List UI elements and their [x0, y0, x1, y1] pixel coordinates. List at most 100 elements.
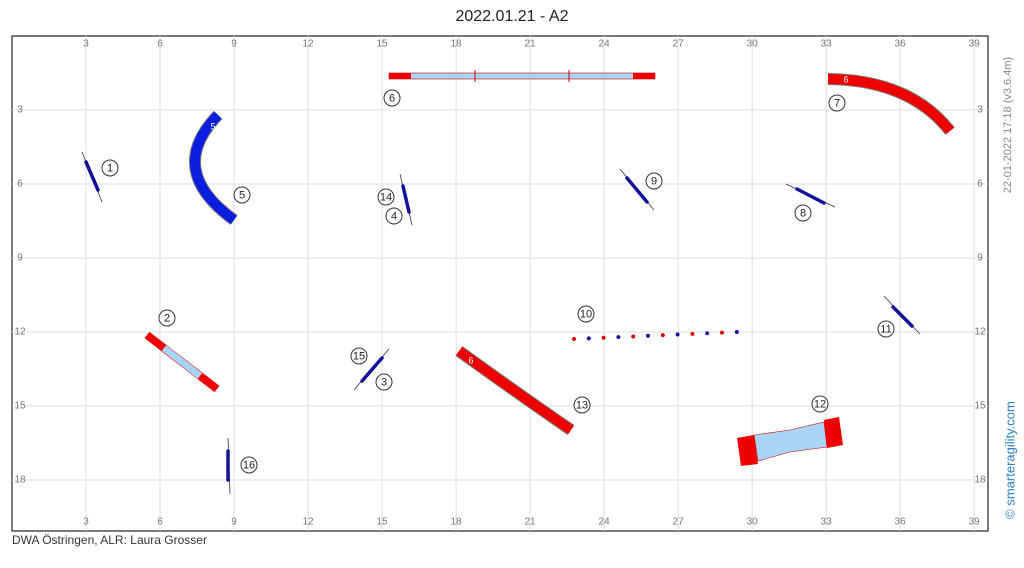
y-tick-label: 9	[17, 253, 23, 264]
obstacle-number: 5	[239, 189, 245, 201]
number-circle	[828, 94, 846, 112]
obstacle-number: 11	[880, 323, 891, 335]
obstacle-number: 2	[164, 312, 170, 324]
obstacle-number: 15	[353, 350, 365, 362]
number-circle	[350, 347, 368, 365]
dogwalk-end	[633, 73, 655, 79]
weave-pole	[720, 330, 724, 335]
x-tick-label: 15	[376, 517, 388, 528]
tunnel	[456, 346, 574, 435]
x-tick-label: 3	[83, 39, 89, 50]
x-tick-label: 33	[821, 39, 833, 50]
y-tick-label: 15	[14, 401, 26, 412]
number-circle	[383, 89, 401, 107]
y-tick-label: 15	[974, 401, 986, 412]
field-border	[11, 35, 989, 532]
grid: 3366991212151518182121242427273030333336…	[12, 36, 988, 531]
y-tick-label: 9	[977, 253, 983, 264]
y-tick-label: 12	[14, 327, 26, 338]
jump-bar	[84, 160, 100, 192]
dogwalk	[388, 72, 656, 80]
obstacles: 5 6 6	[81, 70, 955, 495]
x-tick-label: 27	[673, 39, 685, 50]
jump-bar	[401, 184, 411, 214]
table-end	[824, 417, 843, 448]
x-tick-label: 24	[599, 517, 611, 528]
footer: DWA Östringen, ALR: Laura Grosser	[12, 533, 207, 547]
number-circle	[811, 395, 829, 413]
x-tick-label: 27	[673, 517, 685, 528]
tunnel-label: 6	[843, 74, 848, 84]
tunnel-label: 5	[210, 121, 215, 131]
jump-bar	[891, 305, 914, 328]
weave-pole	[572, 337, 576, 341]
tunnel	[190, 111, 237, 225]
weave-pole	[616, 335, 621, 340]
obstacle-number: 9	[651, 175, 657, 187]
number-circle	[577, 305, 595, 323]
x-tick-label: 36	[895, 39, 907, 50]
x-tick-label: 9	[231, 517, 237, 528]
tunnel-label: 6	[468, 355, 473, 365]
obstacle-number: 16	[243, 459, 255, 471]
number-circle	[377, 188, 395, 206]
seesaw-middle	[161, 345, 203, 379]
weave-pole	[646, 333, 650, 338]
table-end	[737, 435, 758, 466]
number-circle	[385, 207, 403, 225]
obstacle-number: 3	[381, 376, 387, 388]
number-circle	[877, 320, 895, 338]
x-tick-label: 15	[376, 39, 388, 50]
y-tick-label: 3	[977, 105, 983, 116]
x-tick-label: 6	[157, 517, 163, 528]
x-tick-label: 21	[525, 39, 537, 50]
y-tick-label: 3	[17, 105, 23, 116]
x-tick-label: 39	[969, 39, 981, 50]
number-circle	[233, 186, 251, 204]
y-tick-label: 6	[17, 179, 23, 190]
number-circle	[645, 172, 663, 190]
x-tick-label: 39	[969, 517, 981, 528]
number-circle	[375, 373, 393, 391]
weave-pole	[660, 333, 665, 338]
number-circle	[158, 309, 176, 327]
jump-bar	[625, 176, 649, 204]
x-tick-label: 18	[450, 517, 462, 528]
title: 2022.01.21 - A2	[456, 8, 569, 25]
weave-pole	[734, 329, 739, 334]
number-circle	[794, 204, 812, 222]
x-tick-label: 3	[83, 517, 89, 528]
y-tick-label: 6	[977, 179, 983, 190]
jump-bar	[360, 356, 384, 383]
weave-pole	[675, 332, 680, 337]
x-tick-label: 30	[747, 39, 759, 50]
x-tick-label: 21	[525, 517, 537, 528]
weave-pole	[690, 331, 695, 336]
timestamp: 22-01-2022 17:18 (v3.6.4m)	[1002, 57, 1014, 193]
number-circle	[573, 396, 591, 414]
weave-pole	[631, 334, 636, 339]
y-tick-label: 12	[974, 327, 986, 338]
obstacle-number: 14	[380, 191, 392, 203]
copyright: © smarteragility.com	[1002, 401, 1017, 519]
x-tick-label: 30	[747, 517, 759, 528]
tunnel	[827, 74, 954, 135]
weave-pole	[586, 336, 591, 341]
number-circle	[240, 456, 258, 474]
x-tick-label: 18	[450, 39, 462, 50]
number-circle	[101, 159, 119, 177]
weave-poles	[572, 329, 739, 341]
x-tick-label: 12	[302, 517, 314, 528]
weave-pole	[601, 335, 606, 340]
dogwalk-end	[389, 73, 411, 79]
x-tick-label: 33	[821, 517, 833, 528]
jump-bar	[795, 187, 826, 205]
weave-pole	[705, 331, 710, 336]
x-tick-label: 12	[302, 39, 314, 50]
x-tick-label: 36	[895, 517, 907, 528]
obstacle-number: 1	[107, 162, 113, 174]
obstacle-number: 4	[391, 210, 397, 222]
obstacle-number: 12	[814, 398, 826, 410]
